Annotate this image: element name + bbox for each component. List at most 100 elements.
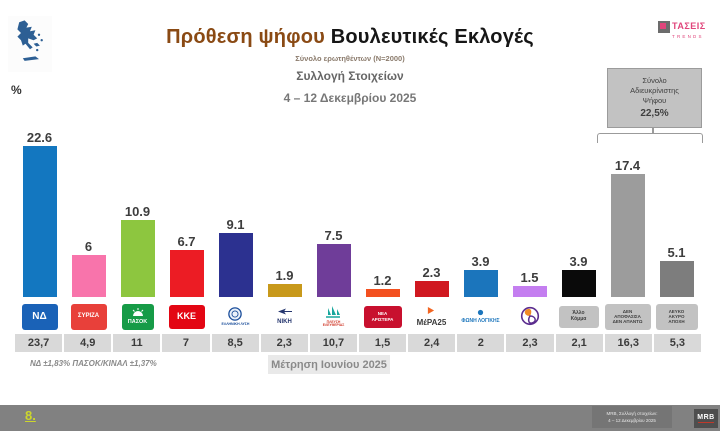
subtitle-collection: Συλλογή Στοιχείων bbox=[296, 69, 404, 83]
bar-column-syriza: 6 bbox=[64, 130, 113, 297]
logo-cell-lefko-akyro-apoxi: ΛΕΥΚΟ ΑΚΥΡΟ ΑΠΟΧΗ bbox=[652, 301, 701, 332]
previous-value-plefsi-eleftherias: 10,7 bbox=[309, 334, 357, 352]
party-logo-elliniki-lysi: ΕΛΛΗΝΙΚΗ ΛΥΣΗ bbox=[221, 307, 250, 326]
bar-column-lefko-akyro-apoxi: 5.1 bbox=[652, 130, 701, 297]
dot-icon bbox=[477, 309, 484, 319]
bar-column-allo-komma: 3.9 bbox=[554, 130, 603, 297]
mrb-logo-rule bbox=[698, 422, 714, 423]
party-logo-text: Άλλο bbox=[572, 309, 585, 316]
previous-value-kke: 7 bbox=[162, 334, 210, 352]
party-logo-text: ΑΠΟΦΑΣΙΣΑ bbox=[614, 313, 641, 319]
undecided-line3: Ψήφου bbox=[642, 95, 667, 105]
logo-cell-pasok: ΠΑΣΟΚ bbox=[113, 301, 162, 332]
sun-icon bbox=[131, 308, 145, 318]
taseis-logo-sub: TRENDS bbox=[672, 34, 704, 39]
bar-column-nd: 22.6 bbox=[15, 130, 64, 297]
party-logo-text: ΛΕΥΚΟ bbox=[668, 308, 685, 314]
party-logo-text: ΑΡΙΣΤΕΡΑ bbox=[371, 316, 394, 322]
flower-icon bbox=[520, 306, 540, 328]
logo-cell-kke: ΚΚΕ bbox=[162, 301, 211, 332]
party-logo-text: ΝΔ bbox=[32, 310, 47, 322]
title-accent: Πρόθεση ψήφου bbox=[166, 26, 325, 48]
party-logo-text: ΔΕΝ ΑΠΑΝΤΩ bbox=[612, 319, 643, 325]
bar-value-label: 6 bbox=[84, 239, 93, 254]
bar-column-nea-aristera: 1.2 bbox=[358, 130, 407, 297]
party-logo-text: ΜέΡΑ25 bbox=[416, 317, 447, 327]
party-logo-plefsi-eleftherias: ΠΛΕΥΣΗ ΕΛΕΥΘΕΡΙΑΣ bbox=[322, 305, 345, 329]
logo-cell-foni-logikis: ΦΩΝΗ ΛΟΓΙΚΗΣ bbox=[456, 301, 505, 332]
emblem-icon bbox=[228, 307, 243, 322]
header: Πρόθεση ψήφου Βουλευτικές Εκλογές Σύνολο… bbox=[110, 26, 590, 105]
bar-value-label: 5.1 bbox=[667, 245, 686, 260]
mrb-source-line1: MRB, Συλλογή στοιχείων: bbox=[606, 410, 658, 416]
undecided-total-box: Σύνολο Αδιευκρίνιστης Ψήφου 22,5% bbox=[607, 68, 702, 128]
previous-value-kinima-dimokratias: 2,3 bbox=[506, 334, 554, 352]
party-logo-text: ΣΥΡΙΖΑ bbox=[77, 313, 100, 320]
party-logo-text: ΕΛΕΥΘΕΡΙΑΣ bbox=[322, 323, 345, 328]
undecided-bracket bbox=[597, 133, 703, 143]
mrb-source-note: MRB, Συλλογή στοιχείων: 4 – 12 Δεκεμβρίο… bbox=[592, 406, 672, 428]
subtitle-dates: 4 – 12 Δεκεμβρίου 2025 bbox=[283, 91, 417, 105]
logo-cell-allo-komma: Άλλο Κόμμα bbox=[554, 301, 603, 332]
party-logo-text: ΝΕΑ bbox=[377, 311, 388, 317]
previous-value-elliniki-lysi: 8,5 bbox=[211, 334, 259, 352]
bar-chart: 22.6 6 10.9 6.7 9.1 1.9 7.5 1.2 2.3 3.9 1.5 3.9 17.4… bbox=[15, 130, 701, 297]
sailboat-icon bbox=[324, 305, 342, 321]
party-logo-text: ΝΙΚΗ bbox=[277, 319, 292, 325]
logo-cell-nea-aristera: ΝΕΑ ΑΡΙΣΤΕΡΑ bbox=[358, 301, 407, 332]
party-logo-text: ΕΛΛΗΝΙΚΗ ΛΥΣΗ bbox=[221, 322, 250, 326]
bar-value-label: 22.6 bbox=[26, 130, 53, 145]
party-logo-nd: ΝΔ bbox=[21, 303, 58, 330]
undecided-value: 22,5% bbox=[640, 107, 669, 119]
logo-cell-kinima-dimokratias bbox=[505, 301, 554, 332]
party-logo-text: Κόμμα bbox=[570, 315, 587, 322]
party-logo-foni-logikis: ΦΩΝΗ ΛΟΓΙΚΗΣ bbox=[461, 309, 500, 325]
bar-column-mera25: 2.3 bbox=[407, 130, 456, 297]
bar-elliniki-lysi bbox=[218, 233, 253, 297]
bar-den-apofasisa bbox=[610, 174, 645, 297]
previous-value-allo-komma: 2,1 bbox=[555, 334, 603, 352]
bracket-stem bbox=[652, 127, 654, 133]
logo-cell-den-apofasisa: ΔΕΝ ΑΠΟΦΑΣΙΣΑ ΔΕΝ ΑΠΑΝΤΩ bbox=[603, 301, 652, 332]
bar-column-niki: 1.9 bbox=[260, 130, 309, 297]
party-logo-syriza: ΣΥΡΙΖΑ bbox=[70, 303, 107, 330]
bar-nd bbox=[22, 146, 57, 297]
previous-value-nd: 23,7 bbox=[15, 334, 63, 352]
measurement-label: Μέτρηση Ιουνίου 2025 bbox=[268, 355, 390, 374]
taseis-logo-name: ΤΑΣΕΙΣ bbox=[672, 21, 706, 31]
bar-column-den-apofasisa: 17.4 bbox=[603, 130, 652, 297]
logo-cell-nd: ΝΔ bbox=[15, 301, 64, 332]
bar-column-pasok: 10.9 bbox=[113, 130, 162, 297]
bar-pasok bbox=[120, 220, 155, 297]
logo-cell-plefsi-eleftherias: ΠΛΕΥΣΗ ΕΛΕΥΘΕΡΙΑΣ bbox=[309, 301, 358, 332]
bar-value-label: 7.5 bbox=[324, 228, 343, 243]
bar-value-label: 1.2 bbox=[373, 273, 392, 288]
party-logo-text: ΠΑΣΟΚ bbox=[127, 318, 148, 325]
party-logo-pasok: ΠΑΣΟΚ bbox=[121, 303, 154, 330]
bird-icon bbox=[277, 307, 293, 319]
party-logo-text: ΠΛΕΥΣΗ bbox=[326, 319, 341, 324]
logo-cell-niki: ΝΙΚΗ bbox=[260, 301, 309, 332]
bar-kke bbox=[169, 250, 204, 297]
bar-value-label: 10.9 bbox=[124, 204, 151, 219]
party-logo-kke: ΚΚΕ bbox=[168, 304, 205, 329]
logo-cell-mera25: ΜέΡΑ25 bbox=[407, 301, 456, 332]
bar-nea-aristera bbox=[365, 289, 400, 297]
previous-value-lefko-akyro-apoxi: 5,3 bbox=[653, 334, 701, 352]
bar-kinima-dimokratias bbox=[512, 286, 547, 297]
party-logos-row: ΝΔ ΣΥΡΙΖΑ ΠΑΣΟΚ ΚΚΕ ΕΛΛΗΝΙΚΗ ΛΥΣΗ ΝΙΚΗ ΠΛΕΥΣΗ Ε… bbox=[15, 301, 701, 332]
bar-value-label: 2.3 bbox=[422, 265, 441, 280]
bar-foni-logikis bbox=[463, 270, 498, 297]
taseis-logo-icon bbox=[658, 21, 670, 33]
greece-map-tile bbox=[8, 16, 52, 72]
logo-cell-syriza: ΣΥΡΙΖΑ bbox=[64, 301, 113, 332]
party-logo-text: ΦΩΝΗ ΛΟΓΙΚΗΣ bbox=[461, 317, 500, 324]
bar-column-kinima-dimokratias: 1.5 bbox=[505, 130, 554, 297]
bar-value-label: 3.9 bbox=[471, 254, 490, 269]
bar-column-kke: 6.7 bbox=[162, 130, 211, 297]
undecided-line2: Αδιευκρίνιστης bbox=[630, 85, 679, 95]
error-margin-note: ΝΔ ±1,83% ΠΑΣΟΚ/ΚΙΝΑΛ ±1,37% bbox=[30, 359, 157, 368]
party-logo-mera25: ΜέΡΑ25 bbox=[416, 306, 447, 327]
bar-column-foni-logikis: 3.9 bbox=[456, 130, 505, 297]
